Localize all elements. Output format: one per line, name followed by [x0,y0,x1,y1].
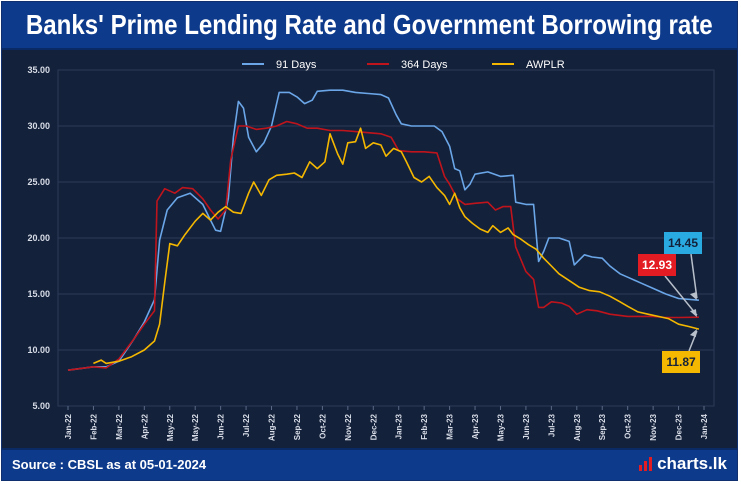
x-tick-label: Sep-22 [293,413,302,440]
footer-bar: Source : CBSL as at 05-01-2024 charts.lk [2,448,737,480]
x-tick-label: Feb-22 [89,413,98,439]
y-tick-label: 30.00 [27,121,50,131]
x-tick-label: Dec-22 [369,413,378,440]
y-axis-ticks: 5.00 10.00 15.00 20.00 25.00 30.00 35.00 [27,65,50,411]
line-chart: 5.00 10.00 15.00 20.00 25.00 30.00 35.00 Jan-2… [27,59,715,441]
x-tick-label: Aug-23 [573,413,582,441]
y-tick-label: 35.00 [27,65,50,75]
callout-arrowhead [689,292,697,301]
callout-arrow [690,253,698,299]
callout-arrow [664,275,698,316]
y-tick-label: 5.00 [32,401,50,411]
x-tick-label: Jun-22 [217,413,226,439]
y-tick-label: 10.00 [27,345,50,355]
bar-logo-icon [639,457,653,471]
x-tick-label: Oct-22 [318,413,327,438]
y-tick-label: 20.00 [27,233,50,243]
x-tick-label: Oct-23 [624,413,633,438]
callout-box [638,254,676,276]
x-tick-label: Jan-23 [395,413,404,439]
chart-title: Banks' Prime Lending Rate and Government… [26,9,713,40]
callout-value: 12.93 [642,258,672,272]
y-tick-label: 25.00 [27,177,50,187]
x-tick-label: Apr-23 [471,413,480,439]
x-tick-label: Jan-24 [700,413,709,439]
x-tick-label: Jul-22 [242,413,251,437]
series-line-364-days [67,120,699,371]
x-tick-label: May-22 [191,413,200,441]
series-lines [67,89,700,371]
x-tick-label: Apr-22 [140,413,149,439]
x-tick-label: May-22 [166,413,175,441]
x-tick-label: Nov-22 [344,413,353,440]
x-tick-label: Sep-23 [598,413,607,440]
x-tick-label: Jun-23 [522,413,531,439]
x-tick-label: Nov-23 [649,413,658,440]
x-tick-label: Jul-23 [547,413,556,437]
x-tick-label: Mar-22 [115,413,124,439]
series-line-91-days [67,89,699,371]
source-note: Source : CBSL as at 05-01-2024 [12,457,207,472]
legend: 91 Days 364 Days AWPLR [242,59,565,71]
callout-value: 11.87 [666,355,696,369]
series-line-awplr [93,127,700,365]
callout-box [662,351,700,373]
x-tick-label: Feb-23 [420,413,429,439]
callout-value: 14.45 [668,236,698,250]
brand-name: charts.lk [657,454,727,473]
x-tick-label: Aug-22 [268,413,277,441]
x-tick-label: Mar-23 [446,413,455,439]
x-axis-ticks: Jan-22 Feb-22 Mar-22 Apr-22 May-22 May-22 Jun-… [64,406,709,441]
callout-box [664,232,702,254]
legend-label: 364 Days [401,59,448,71]
legend-label: 91 Days [276,59,317,71]
value-callouts: 14.45 12.93 11.87 [638,232,702,373]
brand-logo: charts.lk [639,454,727,474]
callout-arrowhead [689,309,697,318]
y-tick-label: 15.00 [27,289,50,299]
x-tick-label: May-23 [496,413,505,441]
legend-label: AWPLR [526,59,565,71]
x-tick-label: Dec-23 [675,413,684,440]
title-bar: Banks' Prime Lending Rate and Government… [2,2,737,50]
x-tick-label: Jan-22 [64,413,73,439]
callout-arrowhead [689,329,697,338]
